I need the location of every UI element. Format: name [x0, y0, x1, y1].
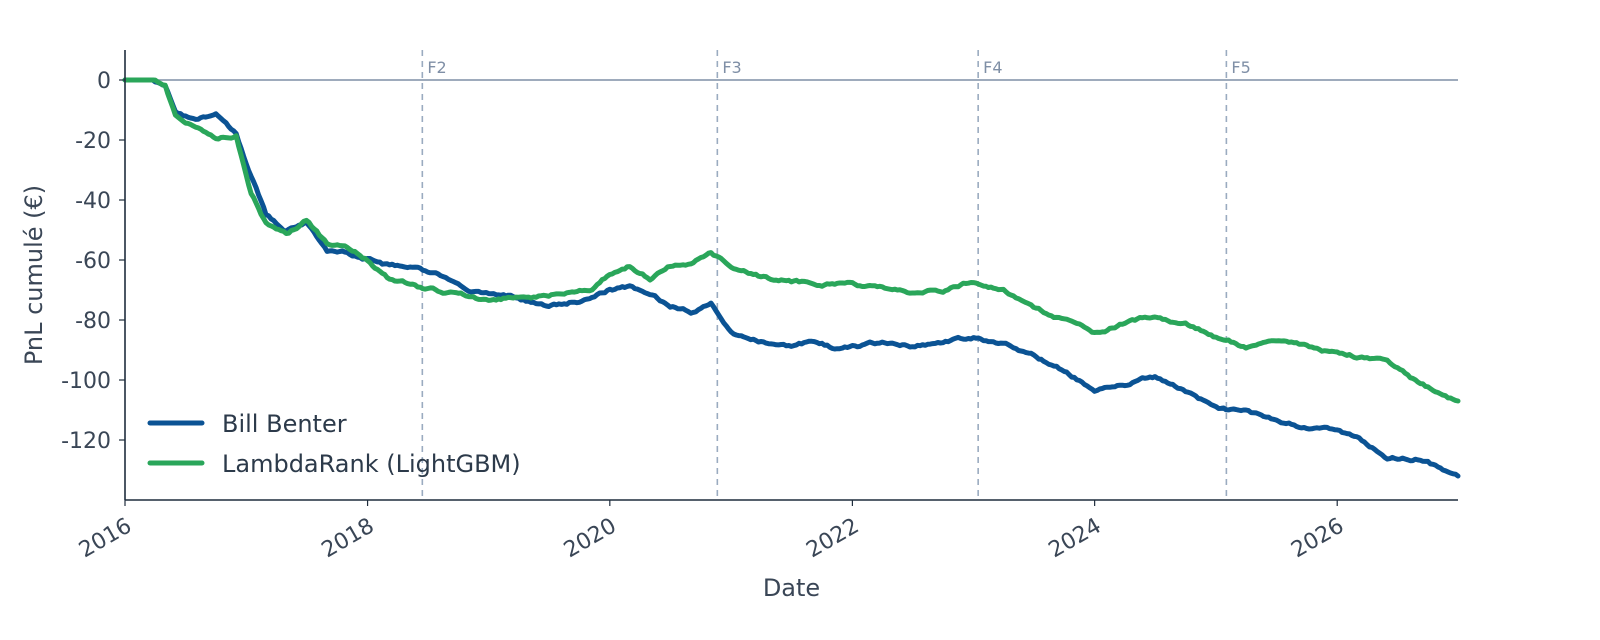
y-tick-label: -40	[75, 189, 111, 214]
fold-label-f4: F4	[983, 58, 1002, 77]
series-lines	[122, 77, 1461, 479]
fold-lines: F2 F3 F4 F5	[421, 50, 1251, 500]
fold-label-f2: F2	[427, 58, 446, 77]
y-tick-label: -20	[75, 129, 111, 154]
x-tick-label: 2026	[1287, 514, 1348, 564]
y-axis-ticks: 0 -20 -40 -60 -80 -100 -120	[61, 69, 125, 454]
x-axis-title: Date	[763, 574, 820, 602]
x-axis-ticks: 2016 2018 2020 2022 2024 2026	[75, 500, 1348, 563]
y-tick-label: -80	[75, 309, 111, 334]
legend: Bill Benter LambdaRank (LightGBM)	[147, 410, 521, 478]
x-tick-label: 2024	[1045, 514, 1106, 564]
fold-label-f5: F5	[1231, 58, 1250, 77]
y-tick-label: -60	[75, 249, 111, 274]
x-tick-label: 2022	[802, 514, 863, 564]
fold-label-f3: F3	[722, 58, 741, 77]
y-tick-label: -100	[61, 369, 111, 394]
y-axis-title: PnL cumulé (€)	[20, 185, 48, 365]
legend-label-bill-benter: Bill Benter	[222, 410, 347, 438]
series-line-lambdarank	[122, 77, 1461, 404]
y-tick-label: 0	[97, 69, 111, 94]
x-tick-label: 2018	[318, 514, 379, 564]
series-line-bill-benter	[122, 77, 1461, 479]
x-tick-label: 2016	[75, 514, 136, 564]
legend-label-lambdarank: LambdaRank (LightGBM)	[222, 450, 521, 478]
x-tick-label: 2020	[560, 514, 621, 564]
y-tick-label: -120	[61, 429, 111, 454]
